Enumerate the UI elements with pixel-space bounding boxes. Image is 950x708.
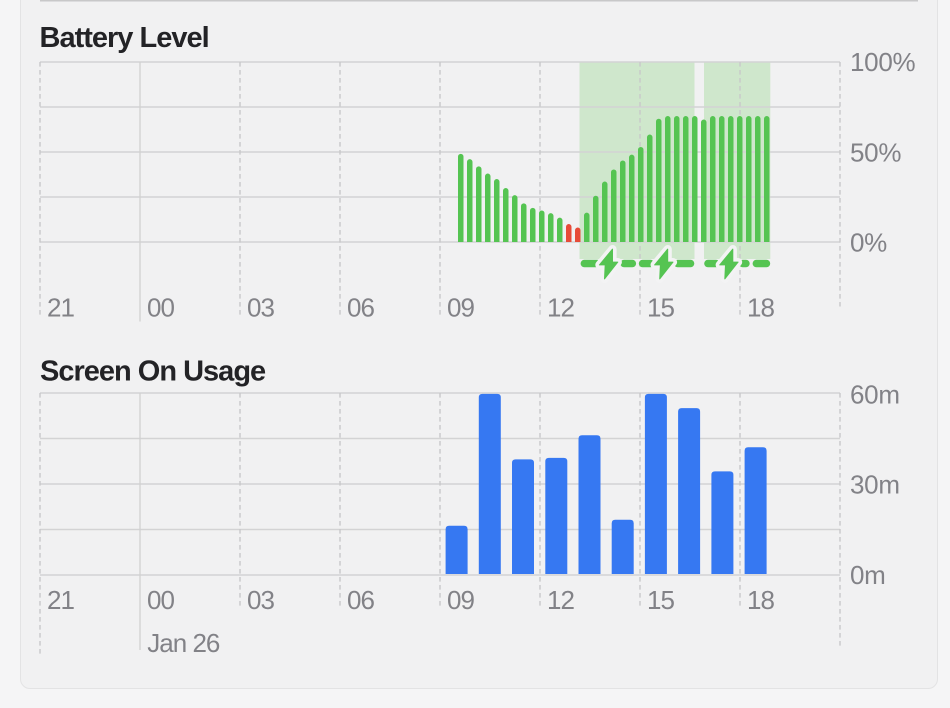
- svg-text:Screen On Usage: Screen On Usage: [40, 356, 266, 388]
- svg-text:18: 18: [747, 293, 774, 323]
- svg-text:03: 03: [247, 585, 274, 615]
- svg-text:21: 21: [47, 585, 74, 615]
- svg-text:09: 09: [447, 293, 474, 323]
- svg-text:09: 09: [447, 585, 474, 615]
- svg-text:06: 06: [347, 585, 374, 615]
- svg-text:21: 21: [47, 293, 74, 323]
- svg-text:18: 18: [747, 585, 774, 615]
- svg-text:50%: 50%: [850, 137, 901, 167]
- svg-text:60m: 60m: [850, 380, 900, 410]
- svg-text:03: 03: [247, 293, 274, 323]
- svg-text:Battery Level: Battery Level: [40, 22, 209, 54]
- svg-text:00: 00: [147, 293, 174, 323]
- svg-text:30m: 30m: [850, 470, 900, 500]
- svg-text:100%: 100%: [850, 47, 915, 77]
- svg-text:15: 15: [647, 585, 674, 615]
- svg-text:0m: 0m: [850, 560, 886, 590]
- svg-text:12: 12: [547, 293, 574, 323]
- svg-text:0%: 0%: [850, 228, 887, 258]
- svg-text:15: 15: [647, 293, 674, 323]
- svg-text:06: 06: [347, 293, 374, 323]
- svg-text:Jan 26: Jan 26: [147, 628, 220, 658]
- svg-text:00: 00: [147, 585, 174, 615]
- svg-text:12: 12: [547, 585, 574, 615]
